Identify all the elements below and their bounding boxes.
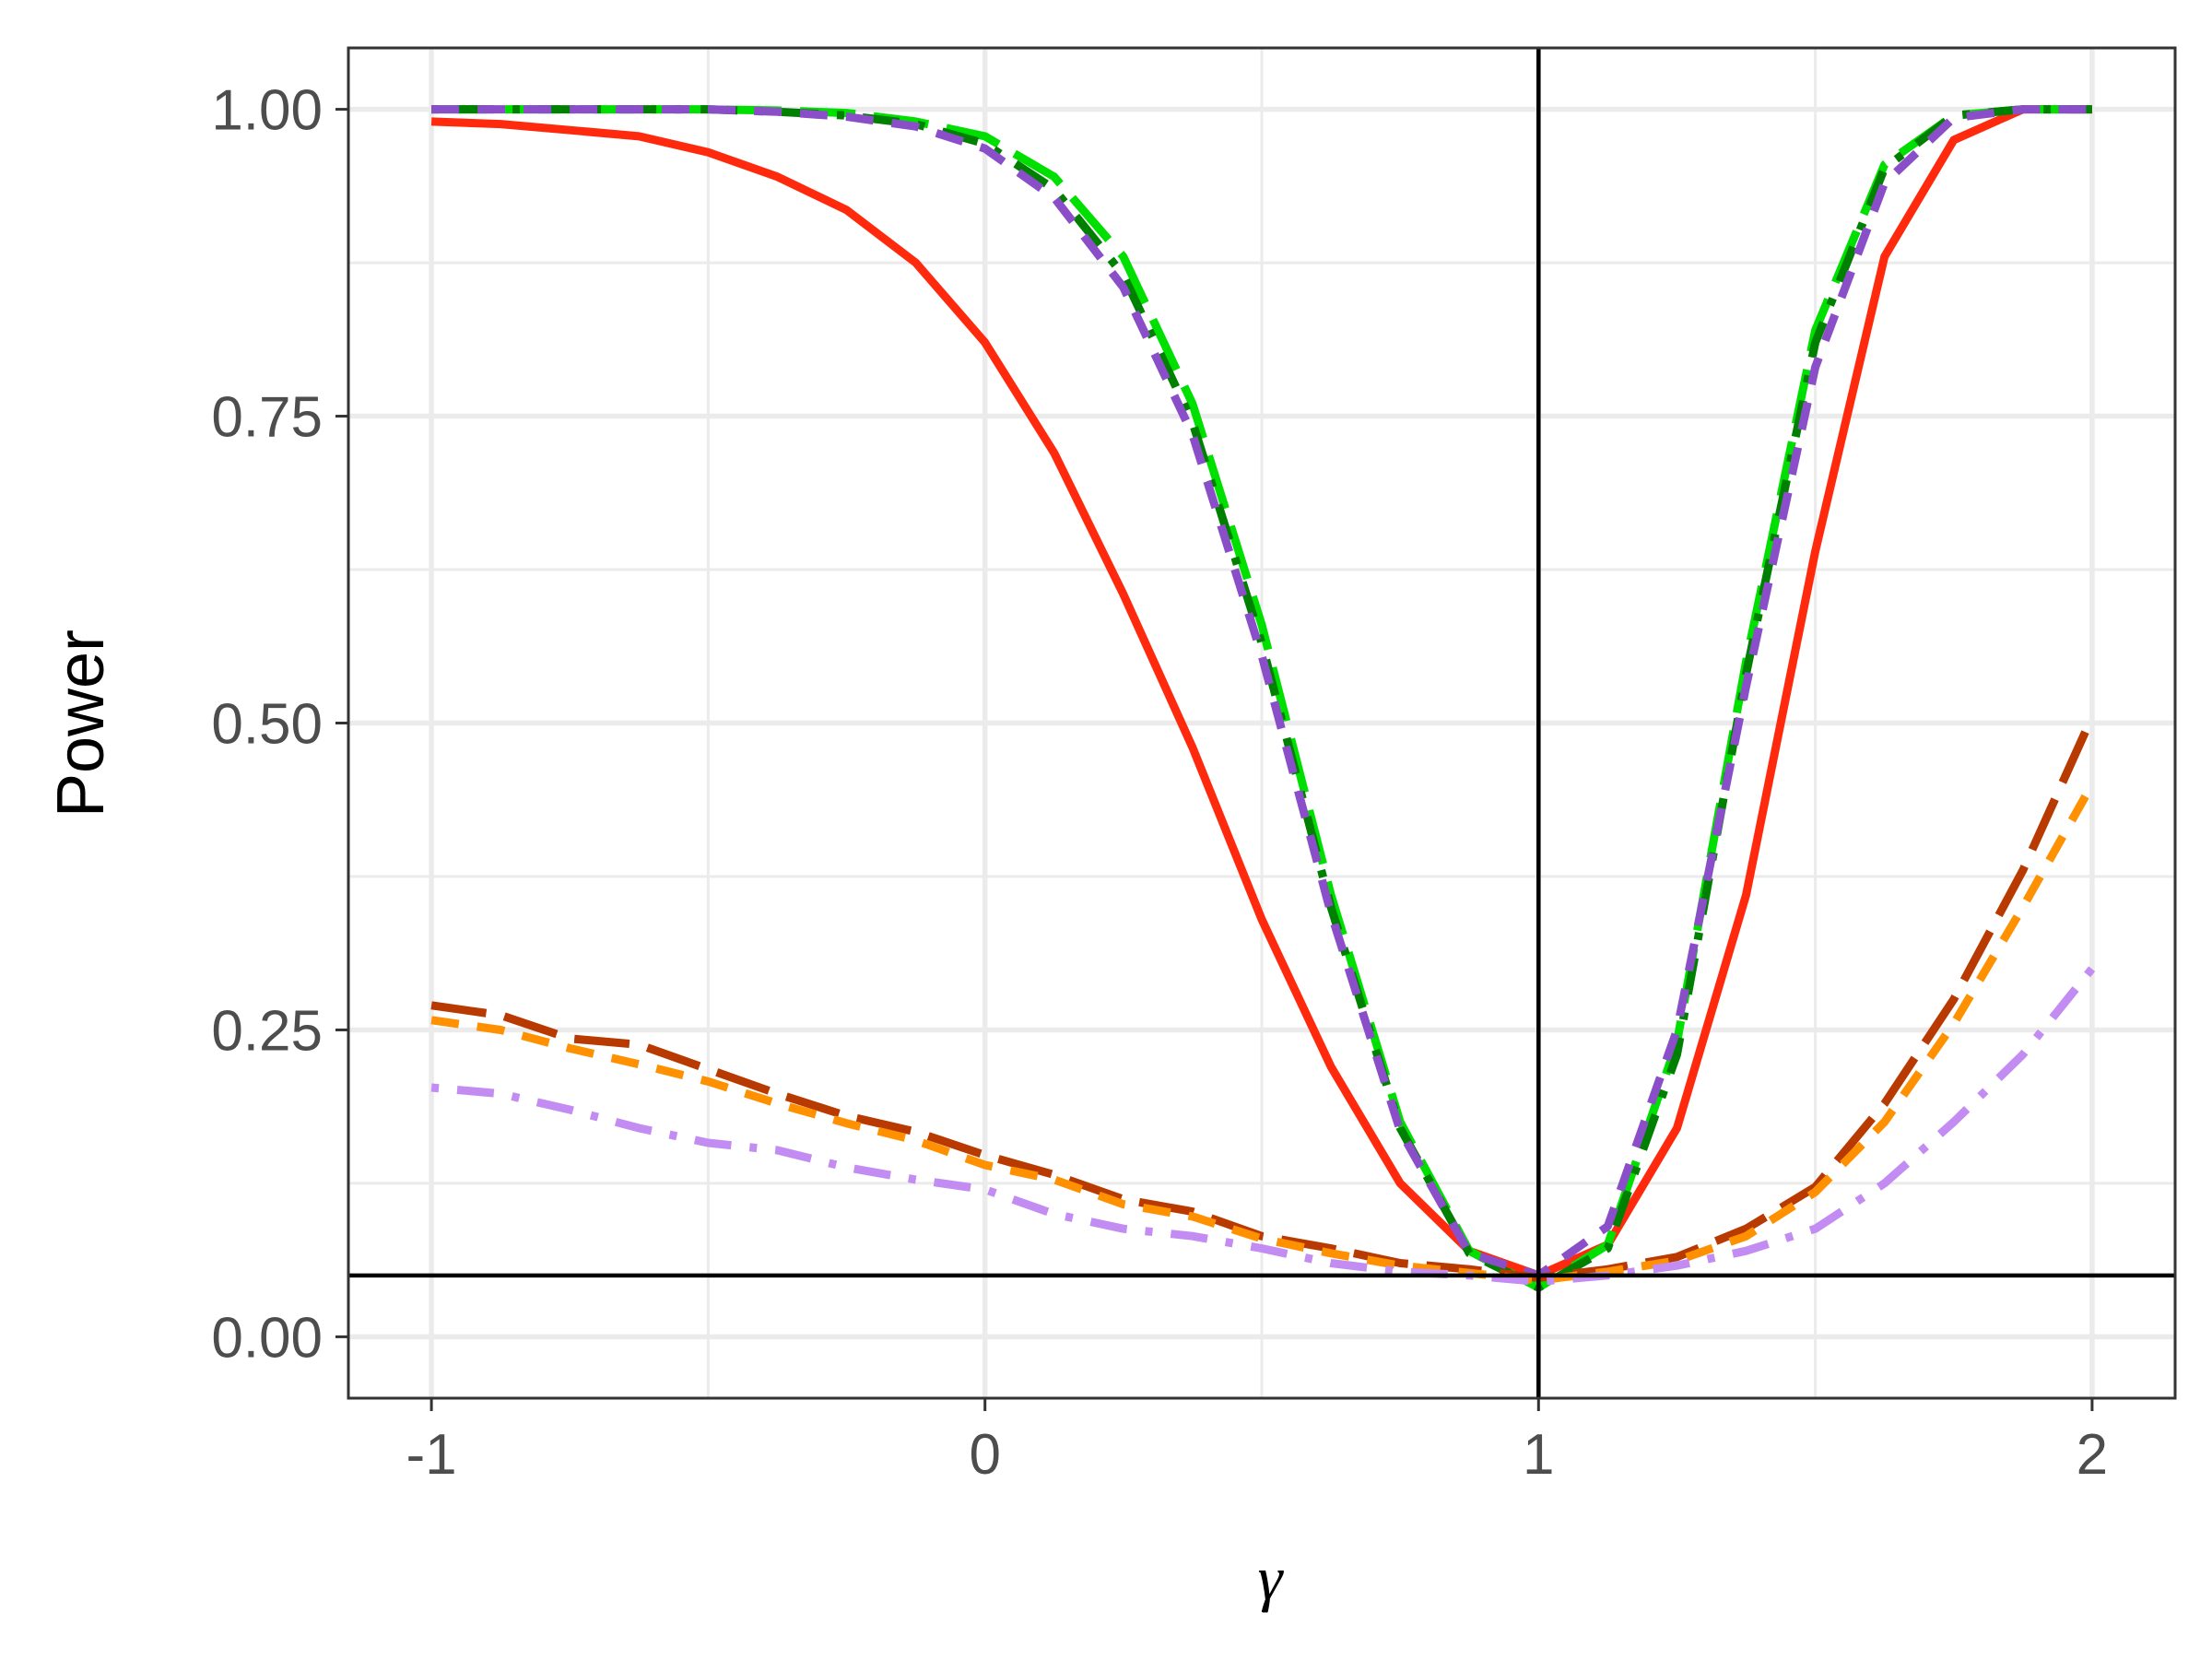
- series-line-7: [430, 966, 2096, 1286]
- x-tick-label: -1: [406, 1423, 457, 1487]
- tick-labels: -1 0 1 2 0.00 0.25 0.50 0.75 1.00: [211, 79, 2108, 1487]
- series-line-1: [430, 105, 2092, 1280]
- y-tick-label: 0.75: [211, 386, 323, 450]
- y-tick-label: 0.50: [211, 693, 323, 757]
- series-line-4: [431, 105, 2092, 1280]
- axis-ticks: [335, 108, 2094, 1411]
- y-tick-label: 0.25: [211, 999, 323, 1063]
- x-axis-title: γ: [1258, 1543, 1285, 1613]
- y-tick-label: 1.00: [211, 79, 323, 143]
- series-lines: [430, 105, 2097, 1292]
- y-axis-title: Power: [44, 629, 118, 818]
- x-tick-label: 0: [969, 1423, 1000, 1487]
- reference-lines: [348, 48, 2175, 1398]
- series-line-2: [431, 105, 2092, 1292]
- y-tick-label: 0.00: [211, 1306, 323, 1370]
- x-tick-label: 2: [2077, 1423, 2108, 1487]
- x-tick-label: 1: [1523, 1423, 1554, 1487]
- series-line-6: [430, 782, 2096, 1285]
